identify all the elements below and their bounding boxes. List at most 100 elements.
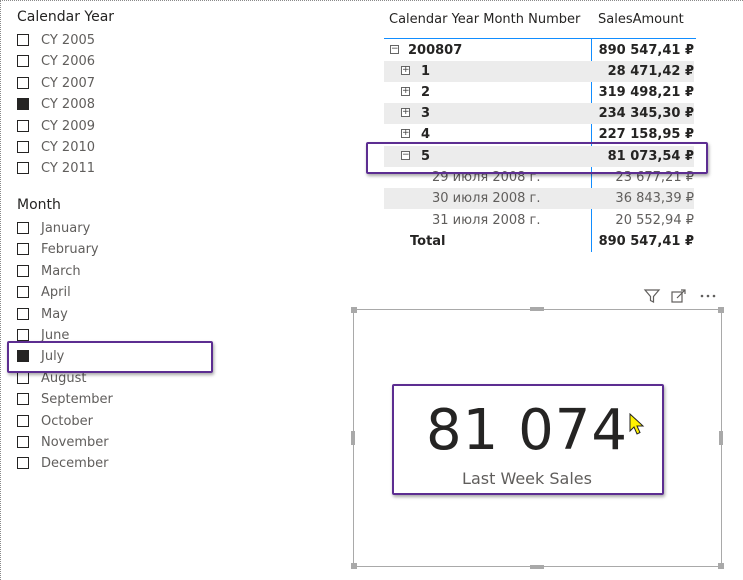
visual-header: [643, 287, 723, 305]
checkbox[interactable]: [17, 222, 29, 234]
row-value: 319 498,21 ₽: [598, 85, 694, 100]
checkbox[interactable]: [17, 435, 29, 448]
slicer-item-label: May: [41, 306, 68, 322]
focus-mode-icon[interactable]: [670, 287, 688, 305]
slicer-title: Calendar Year: [17, 9, 115, 25]
checkbox[interactable]: [17, 307, 29, 320]
slicer-item-june[interactable]: June: [17, 325, 69, 346]
slicer-item-cy2008[interactable]: CY 2008: [17, 94, 114, 115]
checkbox[interactable]: [17, 55, 29, 68]
canvas-top-border: [0, 0, 743, 2]
month-slicer: Month January February March April May J…: [17, 195, 113, 475]
checkbox[interactable]: [17, 264, 29, 277]
slicer-item-cy2007[interactable]: CY 2007: [17, 73, 114, 94]
resize-handle[interactable]: [351, 563, 357, 569]
slicer-item-label: February: [41, 242, 99, 258]
card-highlight-box: [392, 384, 664, 495]
slicer-item-label: CY 2006: [41, 54, 96, 70]
slicer-item-cy2006[interactable]: CY 2006: [17, 51, 114, 72]
calendar-year-slicer: Calendar Year CY 2005 CY 2006 CY 2007 CY…: [17, 7, 114, 180]
slicer-item-label: August: [41, 370, 87, 386]
slicer-item-label: September: [41, 392, 113, 408]
checkbox[interactable]: [17, 393, 29, 406]
checkbox[interactable]: [17, 140, 29, 153]
resize-handle[interactable]: [718, 563, 724, 569]
row-value: 36 843,39 ₽: [615, 191, 694, 206]
row-label: 200807: [408, 43, 463, 58]
slicer-item-march[interactable]: March: [17, 261, 81, 282]
column-header-month-number[interactable]: Calendar Year Month Number: [389, 12, 581, 27]
slicer-item-december[interactable]: December: [17, 453, 108, 474]
slicer-item-label: December: [41, 456, 109, 472]
collapse-icon[interactable]: −: [401, 150, 410, 160]
table-row: − 5 81 073,54 ₽: [384, 146, 694, 167]
slicer-item-april[interactable]: April: [17, 282, 71, 303]
slicer-item-may[interactable]: May: [17, 304, 68, 325]
resize-handle[interactable]: [351, 307, 357, 313]
row-label: Total: [410, 234, 446, 249]
slicer-item-cy2011[interactable]: CY 2011: [17, 158, 114, 179]
row-label: 5: [421, 149, 431, 164]
checkbox[interactable]: [17, 328, 29, 341]
expand-icon[interactable]: +: [401, 107, 410, 117]
checkbox[interactable]: [17, 243, 29, 256]
checkbox[interactable]: [17, 34, 29, 46]
slicer-item-label: October: [41, 413, 94, 429]
resize-handle[interactable]: [351, 431, 355, 445]
slicer-item-october[interactable]: October: [17, 411, 93, 432]
slicer-item-september[interactable]: September: [17, 389, 113, 410]
row-value: 20 552,94 ₽: [615, 213, 694, 228]
slicer-item-cy2009[interactable]: CY 2009: [17, 116, 114, 137]
checkbox[interactable]: [17, 162, 29, 175]
resize-handle[interactable]: [718, 307, 724, 313]
matrix-header: Calendar Year Month Number SalesAmount: [384, 8, 696, 39]
row-label: 2: [421, 85, 431, 100]
collapse-icon[interactable]: −: [390, 44, 399, 54]
slicer-item-label: CY 2009: [41, 118, 96, 134]
slicer-item-july[interactable]: July: [17, 346, 65, 367]
row-value: 890 547,41 ₽: [598, 43, 694, 58]
row-value: 28 471,42 ₽: [607, 64, 694, 79]
resize-handle[interactable]: [719, 431, 723, 445]
column-header-sales-amount[interactable]: SalesAmount: [598, 12, 684, 27]
slicer-item-label: CY 2005: [41, 33, 96, 48]
slicer-item-cy2005[interactable]: CY 2005: [17, 30, 114, 51]
expand-icon[interactable]: +: [401, 128, 410, 138]
checkbox[interactable]: [17, 76, 29, 89]
canvas-left-border: [0, 0, 2, 580]
mouse-cursor-icon: [629, 413, 645, 435]
checkbox[interactable]: [17, 371, 29, 384]
filter-icon[interactable]: [643, 287, 661, 305]
slicer-item-november[interactable]: November: [17, 432, 109, 453]
slicer-item-label: CY 2008: [41, 97, 96, 113]
checkbox-checked[interactable]: [17, 98, 29, 111]
table-row: 30 июля 2008 г. 36 843,39 ₽: [384, 188, 694, 209]
slicer-item-label: March: [41, 263, 81, 279]
slicer-item-label: CY 2007: [41, 75, 96, 91]
column-divider: [591, 38, 592, 252]
resize-handle[interactable]: [530, 565, 544, 569]
slicer-item-january[interactable]: January: [17, 218, 90, 239]
more-options-icon[interactable]: [699, 287, 717, 305]
slicer-item-label: January: [41, 221, 91, 236]
checkbox[interactable]: [17, 457, 29, 470]
card-label: Last Week Sales: [462, 469, 592, 488]
checkbox[interactable]: [17, 286, 29, 299]
slicer-item-label: April: [41, 285, 71, 301]
card-value: 81 074: [426, 398, 628, 463]
slicer-item-label: November: [41, 434, 109, 450]
slicer-item-february[interactable]: February: [17, 239, 99, 260]
total-row: Total 890 547,41 ₽: [384, 231, 694, 252]
row-value: 227 158,95 ₽: [598, 127, 694, 142]
slicer-item-cy2010[interactable]: CY 2010: [17, 137, 114, 158]
row-label: 4: [421, 127, 431, 142]
row-value: 81 073,54 ₽: [607, 149, 694, 164]
expand-icon[interactable]: +: [401, 65, 410, 75]
slicer-item-label: July: [41, 349, 65, 365]
resize-handle[interactable]: [530, 307, 544, 311]
table-row: + 1 28 471,42 ₽: [384, 61, 694, 82]
checkbox[interactable]: [17, 119, 29, 132]
checkbox-checked[interactable]: [17, 350, 29, 363]
expand-icon[interactable]: +: [401, 86, 410, 96]
checkbox[interactable]: [17, 414, 29, 427]
